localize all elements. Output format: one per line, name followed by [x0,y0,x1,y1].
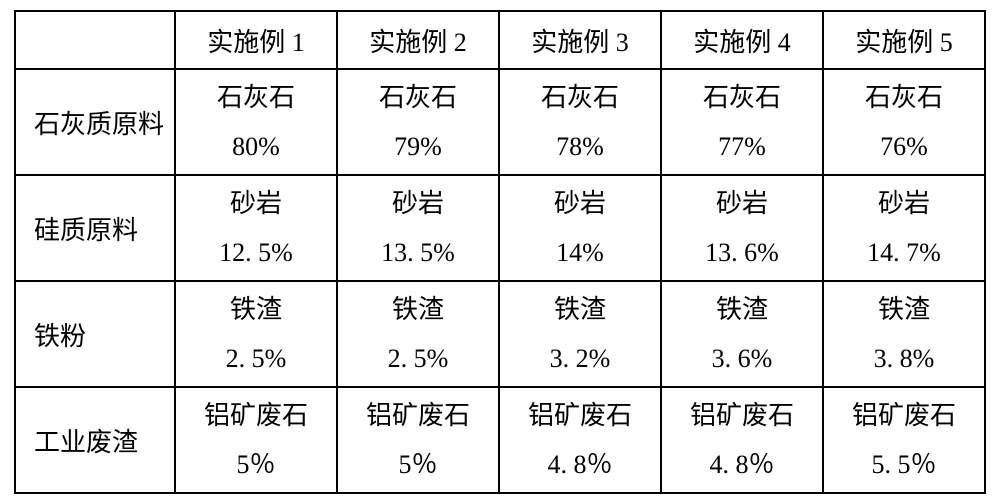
material-name: 铁渣 [230,285,282,334]
table-cell: 砂岩 13. 5% [337,175,499,281]
material-name: 石灰石 [703,73,781,122]
material-percentage: 12. 5% [219,228,293,277]
material-percentage: 3. 2% [550,334,611,383]
table-cell: 铝矿废石 5％ [337,387,499,493]
material-percentage: 14. 7% [867,228,941,277]
material-name: 铝矿废石 [528,391,632,440]
material-name: 石灰石 [217,73,295,122]
table-cell: 砂岩 14% [499,175,661,281]
material-name: 砂岩 [878,179,930,228]
material-name: 铁渣 [878,285,930,334]
column-header-example-4: 实施例 4 [661,11,823,69]
column-header-example-3: 实施例 3 [499,11,661,69]
material-name: 砂岩 [554,179,606,228]
material-percentage: 5％ [236,440,275,489]
material-percentage: 14% [556,228,604,277]
material-percentage: 13. 6% [705,228,779,277]
column-header-example-2: 实施例 2 [337,11,499,69]
table-cell: 铁渣 2. 5% [337,281,499,387]
table-cell: 石灰石 78% [499,69,661,175]
column-header-empty [15,11,175,69]
table-cell: 砂岩 13. 6% [661,175,823,281]
table-cell: 铁渣 2. 5% [175,281,337,387]
table-row: 石灰质原料 石灰石 80% 石灰石 79% 石灰石 78% [15,69,985,175]
material-name: 石灰石 [541,73,619,122]
material-name: 铝矿废石 [366,391,470,440]
material-percentage: 77% [718,122,766,171]
row-header-industrial-slag: 工业废渣 [15,387,175,493]
material-percentage: 2. 5% [226,334,287,383]
material-percentage: 80% [232,122,280,171]
column-header-example-5: 实施例 5 [823,11,985,69]
material-percentage: 78% [556,122,604,171]
row-header-siliceous: 硅质原料 [15,175,175,281]
table-cell: 铁渣 3. 8% [823,281,985,387]
table-header-row: 实施例 1 实施例 2 实施例 3 实施例 4 实施例 5 [15,11,985,69]
table-cell: 铁渣 3. 2% [499,281,661,387]
material-percentage: 3. 6% [712,334,773,383]
material-name: 砂岩 [392,179,444,228]
table-cell: 铝矿废石 5. 5％ [823,387,985,493]
material-name: 铁渣 [716,285,768,334]
material-name: 铁渣 [392,285,444,334]
material-name: 砂岩 [230,179,282,228]
table-row: 工业废渣 铝矿废石 5％ 铝矿废石 5％ 铝矿废石 4. 8％ [15,387,985,493]
table-cell: 石灰石 76% [823,69,985,175]
material-name: 石灰石 [865,73,943,122]
material-percentage: 5％ [398,440,437,489]
material-name: 铝矿废石 [204,391,308,440]
material-percentage: 4. 8％ [547,440,612,489]
material-percentage: 79% [394,122,442,171]
table-cell: 砂岩 12. 5% [175,175,337,281]
row-header-iron-powder: 铁粉 [15,281,175,387]
material-percentage: 13. 5% [381,228,455,277]
table-cell: 铝矿废石 5％ [175,387,337,493]
material-percentage: 76% [880,122,928,171]
material-percentage: 3. 8% [874,334,935,383]
row-header-calcareous: 石灰质原料 [15,69,175,175]
table-cell: 铁渣 3. 6% [661,281,823,387]
column-header-example-1: 实施例 1 [175,11,337,69]
material-name: 铝矿废石 [690,391,794,440]
table-cell: 石灰石 77% [661,69,823,175]
material-name: 铁渣 [554,285,606,334]
table-cell: 石灰石 80% [175,69,337,175]
table-cell: 砂岩 14. 7% [823,175,985,281]
material-percentage: 5. 5％ [871,440,936,489]
material-name: 铝矿废石 [852,391,956,440]
table-cell: 铝矿废石 4. 8％ [499,387,661,493]
table-row: 硅质原料 砂岩 12. 5% 砂岩 13. 5% 砂岩 14% [15,175,985,281]
table-cell: 石灰石 79% [337,69,499,175]
material-percentage: 4. 8％ [709,440,774,489]
table-row: 铁粉 铁渣 2. 5% 铁渣 2. 5% 铁渣 3. 2% [15,281,985,387]
material-name: 石灰石 [379,73,457,122]
table-cell: 铝矿废石 4. 8％ [661,387,823,493]
material-composition-table: 实施例 1 实施例 2 实施例 3 实施例 4 实施例 5 石灰质原料 石灰石 … [14,10,986,494]
material-percentage: 2. 5% [388,334,449,383]
material-name: 砂岩 [716,179,768,228]
